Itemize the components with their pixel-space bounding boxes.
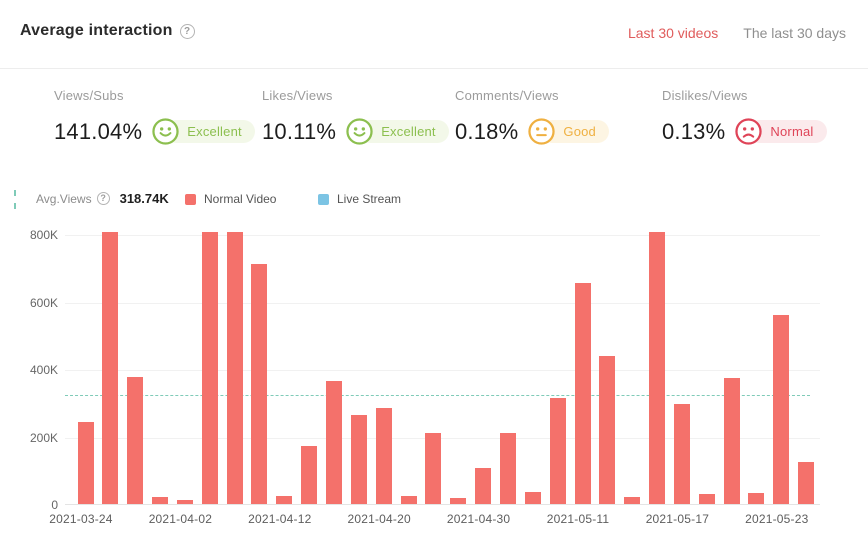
range-tab-last-30-videos[interactable]: Last 30 videos bbox=[627, 25, 719, 41]
metric-label: Dislikes/Views bbox=[662, 88, 748, 103]
bar-video-30[interactable] bbox=[798, 462, 815, 504]
bar-video-18[interactable] bbox=[499, 433, 516, 504]
gridline bbox=[65, 235, 820, 236]
rating-label: Good bbox=[541, 120, 609, 143]
card-header: Average interaction ? Last 30 videos The … bbox=[0, 0, 868, 69]
bar-video-22[interactable] bbox=[599, 356, 616, 504]
metric: Comments/Views 0.18% Good bbox=[455, 88, 609, 145]
metric-value: 0.18% bbox=[455, 118, 519, 144]
bar-video-28[interactable] bbox=[748, 492, 765, 504]
gridline bbox=[65, 302, 820, 304]
bar-video-3[interactable] bbox=[127, 377, 144, 504]
bar-video-13[interactable] bbox=[375, 407, 392, 504]
bar-video-27[interactable] bbox=[723, 378, 740, 504]
views-bar-chart: 0 200K 400K 600K 800K 2021-03-24 2021-04-02 20… bbox=[0, 225, 868, 549]
legend-swatch-icon bbox=[318, 193, 329, 205]
bar-video-17[interactable] bbox=[475, 467, 492, 504]
avg-views-help-icon[interactable]: ? bbox=[96, 192, 110, 205]
plot-area bbox=[65, 225, 820, 505]
bar-video-20[interactable] bbox=[549, 397, 566, 504]
rating-badge: Excellent bbox=[152, 118, 255, 145]
avg-views-group: Avg.Views ? 318.74K bbox=[36, 191, 169, 206]
gridline bbox=[65, 437, 820, 439]
y-axis-tick-label: 800K bbox=[29, 228, 58, 242]
happy-face-icon bbox=[152, 118, 179, 145]
legend-item-normal-video[interactable]: Normal Video bbox=[185, 192, 276, 206]
x-axis-tick-label: 2021-04-12 bbox=[248, 512, 312, 526]
bar-video-1[interactable] bbox=[77, 422, 94, 504]
bar-video-8[interactable] bbox=[251, 263, 268, 504]
y-axis-tick-label: 400K bbox=[29, 363, 58, 377]
metrics-row: Views/Subs 141.04% Excellent Likes/Views… bbox=[0, 88, 868, 168]
legend-label: Normal Video bbox=[204, 192, 277, 206]
rating-badge: Normal bbox=[735, 118, 827, 145]
rating-label: Excellent bbox=[165, 120, 255, 143]
rating-label: Normal bbox=[748, 120, 827, 143]
bar-video-21[interactable] bbox=[574, 282, 591, 504]
rating-label: Excellent bbox=[359, 120, 449, 143]
metric-value: 0.13% bbox=[662, 118, 726, 144]
avg-views-line bbox=[65, 395, 810, 397]
sad-face-icon bbox=[735, 118, 763, 145]
chart-legend-row: Avg.Views ? 318.74K Normal Video Live Str… bbox=[0, 188, 868, 212]
bar-video-19[interactable] bbox=[524, 491, 541, 504]
gridline bbox=[65, 370, 820, 371]
x-axis-tick-label: 2021-03-24 bbox=[49, 512, 113, 526]
avg-line-marker-icon bbox=[14, 190, 16, 209]
bar-video-16[interactable] bbox=[450, 498, 467, 504]
bar-video-12[interactable] bbox=[350, 414, 367, 504]
x-axis-tick-label: 2021-05-17 bbox=[645, 512, 710, 526]
metric-label: Likes/Views bbox=[262, 88, 333, 103]
legend-swatch-icon bbox=[185, 193, 196, 205]
y-axis-tick-label: 600K bbox=[29, 295, 58, 310]
metric: Dislikes/Views 0.13% Normal bbox=[662, 88, 827, 145]
y-axis-labels: 0 200K 400K 600K 800K bbox=[0, 225, 58, 512]
y-axis-tick-label: 0 bbox=[51, 498, 58, 512]
metric-label: Views/Subs bbox=[54, 88, 124, 103]
x-axis-tick-label: 2021-04-20 bbox=[347, 512, 411, 526]
neutral-face-icon bbox=[528, 118, 556, 145]
x-axis-tick-label: 2021-05-11 bbox=[546, 512, 610, 526]
x-axis-tick-label: 2021-04-02 bbox=[148, 512, 213, 526]
bar-video-6[interactable] bbox=[201, 232, 218, 504]
x-axis-labels: 2021-03-24 2021-04-02 2021-04-12 2021-04-20… bbox=[49, 512, 820, 532]
help-icon[interactable]: ? bbox=[179, 23, 195, 39]
metric-value: 141.04% bbox=[54, 118, 143, 144]
page-title: Average interaction bbox=[20, 22, 173, 39]
x-axis-tick-label: 2021-05-23 bbox=[745, 512, 809, 526]
metric-value: 10.11% bbox=[262, 118, 337, 144]
bar-video-7[interactable] bbox=[226, 232, 243, 504]
bar-video-26[interactable] bbox=[698, 493, 715, 504]
bar-video-25[interactable] bbox=[673, 404, 690, 504]
metric: Views/Subs 141.04% Excellent bbox=[54, 88, 255, 145]
metric: Likes/Views 10.11% Excellent bbox=[262, 88, 449, 145]
legend-label: Live Stream bbox=[337, 192, 402, 206]
rating-badge: Excellent bbox=[346, 118, 449, 145]
range-tab-the-last-30-days[interactable]: The last 30 days bbox=[743, 25, 846, 41]
bar-video-4[interactable] bbox=[152, 497, 169, 504]
bar-video-23[interactable] bbox=[624, 496, 641, 504]
bar-video-15[interactable] bbox=[425, 433, 442, 504]
bar-video-14[interactable] bbox=[400, 496, 417, 504]
bar-video-29[interactable] bbox=[773, 315, 790, 504]
bar-video-10[interactable] bbox=[301, 445, 318, 504]
bar-video-9[interactable] bbox=[276, 495, 293, 504]
bar-video-2[interactable] bbox=[102, 232, 119, 504]
avg-views-label: Avg.Views bbox=[36, 191, 92, 206]
rating-badge: Good bbox=[528, 118, 609, 145]
bar-video-11[interactable] bbox=[326, 380, 342, 504]
y-axis-tick-label: 200K bbox=[29, 430, 58, 445]
avg-views-value: 318.74K bbox=[119, 191, 169, 206]
metric-label: Comments/Views bbox=[455, 88, 559, 103]
bar-video-5[interactable] bbox=[176, 500, 193, 504]
bar-video-24[interactable] bbox=[649, 232, 666, 504]
happy-face-icon bbox=[346, 118, 373, 145]
range-tabs: Last 30 videos The last 30 days bbox=[628, 25, 846, 41]
x-axis-tick-label: 2021-04-30 bbox=[446, 512, 511, 526]
legend-item-live-stream[interactable]: Live Stream bbox=[318, 192, 401, 206]
